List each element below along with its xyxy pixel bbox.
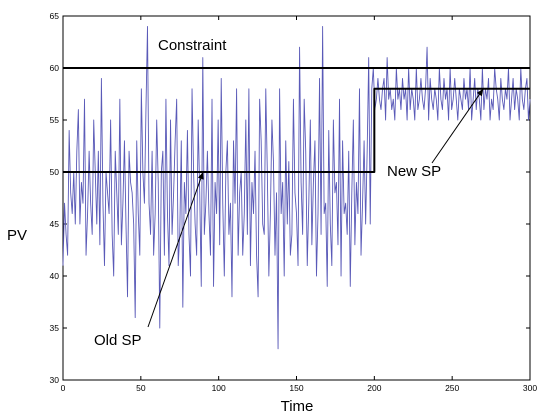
annotation-new-sp-arrow-shaft <box>431 88 484 164</box>
y-axis-label: PV <box>7 227 27 244</box>
annotation-old-sp-arrow-shaft <box>147 171 204 328</box>
y-tick-label: 50 <box>50 167 60 177</box>
y-tick-label: 30 <box>50 375 60 385</box>
series-pv-line <box>62 25 531 350</box>
y-tick-label: 65 <box>50 11 60 21</box>
series-setpoint-line <box>63 87 530 173</box>
x-tick-label: 250 <box>445 383 459 393</box>
y-tick-label: 45 <box>50 219 60 229</box>
x-tick-label: 100 <box>212 383 226 393</box>
y-tick-label: 35 <box>50 323 60 333</box>
annotation-old-sp-arrow-head <box>197 172 204 180</box>
y-tick-label: 55 <box>50 115 60 125</box>
annotation-new-sp-label: New SP <box>387 163 441 180</box>
x-axis-label: Time <box>281 398 314 415</box>
x-tick-label: 50 <box>136 383 146 393</box>
annotation-old-sp-label: Old SP <box>94 332 142 349</box>
annotation-constraint-label: Constraint <box>158 37 227 54</box>
x-tick-label: 300 <box>523 383 537 393</box>
x-tick-label: 150 <box>289 383 303 393</box>
y-tick-label: 60 <box>50 63 60 73</box>
x-tick-label: 0 <box>61 383 66 393</box>
y-tick-label: 40 <box>50 271 60 281</box>
annotation-new-sp-arrow-head <box>476 88 484 97</box>
plot-frame <box>62 15 531 381</box>
x-tick-label: 200 <box>367 383 381 393</box>
